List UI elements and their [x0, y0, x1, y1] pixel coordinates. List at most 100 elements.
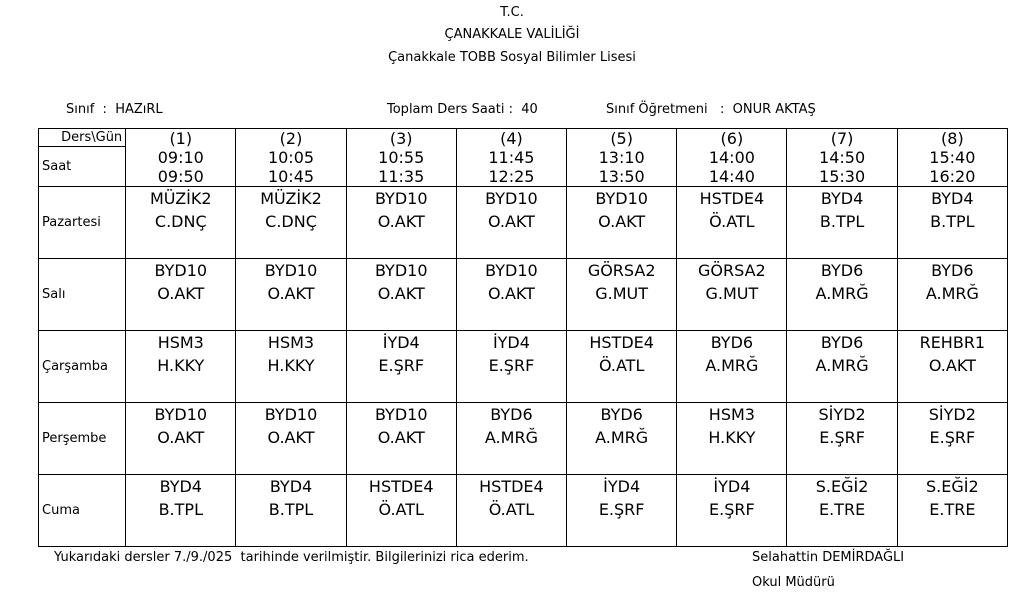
- period-num: (7): [830, 129, 854, 148]
- lesson-code: BYD4: [820, 189, 864, 208]
- lesson-cell: BYD4 B.TPL: [786, 186, 898, 259]
- lesson-cell: İYD4 E.ŞRF: [455, 330, 568, 403]
- lesson-cell: GÖRSA2 G.MUT: [676, 258, 788, 331]
- lesson-cell: MÜZİK2 C.DNÇ: [235, 186, 347, 259]
- period-cell: (6) 14:00 14:40: [676, 128, 788, 187]
- teacher-code: H.KKY: [708, 428, 756, 447]
- lesson-code: BYD10: [264, 405, 318, 424]
- period-start: 09:10: [157, 148, 204, 167]
- lesson-cell: BYD6 A.MRĞ: [896, 258, 1009, 331]
- period-end: 16:20: [929, 167, 976, 186]
- lesson-code: HSTDE4: [589, 333, 654, 352]
- teacher-code: O.AKT: [928, 356, 976, 375]
- lesson-code: HSM3: [708, 405, 755, 424]
- teacher-code: E.ŞRF: [488, 356, 535, 375]
- lesson-cell: HSTDE4 Ö.ATL: [455, 474, 568, 547]
- class-teacher-label: Sınıf Öğretmeni : ONUR AKTAŞ: [606, 102, 816, 117]
- lesson-cell: HSM3 H.KKY: [125, 330, 237, 403]
- period-start: 10:55: [378, 148, 425, 167]
- lesson-cell: BYD10 O.AKT: [455, 258, 568, 331]
- teacher-code: E.ŞRF: [819, 428, 865, 447]
- lesson-cell: BYD10 O.AKT: [125, 258, 237, 331]
- lesson-code: BYD6: [820, 261, 864, 280]
- lesson-code: BYD10: [595, 189, 648, 208]
- total-hours-label: Toplam Ders Saati : 40: [387, 102, 538, 117]
- corner-cell: Ders\Gün: [37, 127, 127, 148]
- day-row: Cuma BYD4 B.TPL BYD4 B.TPL HSTDE4 Ö.ATL HSTDE4 Ö…: [37, 474, 1009, 547]
- lesson-code: SİYD2: [928, 405, 976, 424]
- lesson-cell: BYD10 O.AKT: [345, 402, 457, 475]
- header-tc: T.C.: [500, 5, 524, 20]
- lesson-cell: HSM3 H.KKY: [235, 330, 347, 403]
- lesson-code: BYD10: [154, 405, 208, 424]
- period-cell: (5) 13:10 13:50: [566, 128, 678, 187]
- lesson-cell: BYD6 A.MRĞ: [786, 258, 898, 331]
- teacher-code: Ö.ATL: [598, 356, 645, 375]
- teacher-code: E.ŞRF: [929, 428, 976, 447]
- teacher-code: O.AKT: [377, 428, 425, 447]
- teacher-code: H.KKY: [157, 356, 205, 375]
- period-start: 15:40: [929, 148, 976, 167]
- teacher-code: A.MRĞ: [705, 356, 759, 375]
- footer-note: Yukarıdaki dersler 7./9./025 tarihinde v…: [54, 550, 529, 565]
- period-end: 09:50: [157, 167, 204, 186]
- signer-title: Okul Müdürü: [752, 575, 835, 590]
- lesson-code: BYD10: [374, 261, 428, 280]
- lesson-cell: İYD4 E.ŞRF: [676, 474, 788, 547]
- teacher-code: Ö.ATL: [488, 500, 535, 519]
- lesson-code: GÖRSA2: [698, 261, 766, 280]
- lesson-code: BYD4: [159, 477, 202, 496]
- lesson-code: MÜZİK2: [149, 189, 212, 208]
- lesson-code: BYD10: [154, 261, 208, 280]
- period-start: 11:45: [488, 148, 535, 167]
- teacher-code: O.AKT: [377, 284, 425, 303]
- period-cell: (2) 10:05 10:45: [235, 128, 347, 187]
- lesson-code: HSM3: [157, 333, 204, 352]
- period-num: (8): [941, 129, 964, 148]
- teacher-code: O.AKT: [267, 428, 315, 447]
- lesson-cell: GÖRSA2 G.MUT: [566, 258, 678, 331]
- lesson-code: BYD4: [931, 189, 974, 208]
- header-school-name: Çanakkale TOBB Sosyal Bilimler Lisesi: [388, 50, 636, 65]
- signer-name: Selahattin DEMİRDAĞLI: [752, 550, 905, 565]
- teacher-code: E.ŞRF: [709, 500, 755, 519]
- lesson-code: BYD10: [374, 189, 428, 208]
- lesson-cell: BYD10 O.AKT: [125, 402, 237, 475]
- lesson-cell: İYD4 E.ŞRF: [566, 474, 678, 547]
- day-row: Salı BYD10 O.AKT BYD10 O.AKT BYD10 O.AKT BYD10 O…: [37, 258, 1009, 331]
- lesson-cell: BYD4 B.TPL: [235, 474, 347, 547]
- period-cell: (7) 14:50 15:30: [786, 128, 898, 187]
- teacher-code: G.MUT: [595, 284, 649, 303]
- period-end: 12:25: [488, 167, 535, 186]
- period-num: (2): [279, 129, 303, 148]
- teacher-code: C.DNÇ: [265, 212, 317, 231]
- lesson-code: BYD10: [485, 261, 538, 280]
- lesson-code: MÜZİK2: [260, 189, 322, 208]
- lesson-cell: SİYD2 E.ŞRF: [786, 402, 898, 475]
- timetable: Ders\Gün (1) 09:10 09:50 (2) 10:05 10:45 (3) 10:…: [37, 127, 1009, 547]
- lesson-cell: BYD6 A.MRĞ: [786, 330, 898, 403]
- lesson-code: BYD10: [264, 261, 318, 280]
- period-cell: (1) 09:10 09:50: [125, 128, 237, 187]
- period-num: (6): [720, 129, 744, 148]
- lesson-code: S.EĞİ2: [815, 477, 869, 496]
- day-name: Salı: [37, 258, 127, 331]
- lesson-code: BYD10: [485, 189, 538, 208]
- period-cell: (3) 10:55 11:35: [345, 128, 457, 187]
- lesson-code: İYD4: [492, 333, 530, 352]
- period-end: 11:35: [378, 167, 425, 186]
- lesson-code: HSTDE4: [699, 189, 765, 208]
- period-num: (4): [500, 129, 523, 148]
- lesson-cell: BYD10 O.AKT: [345, 258, 457, 331]
- teacher-code: O.AKT: [267, 284, 315, 303]
- lesson-code: İYD4: [603, 477, 641, 496]
- lesson-code: İYD4: [382, 333, 420, 352]
- lesson-code: BYD4: [269, 477, 313, 496]
- period-end: 15:30: [819, 167, 866, 186]
- lesson-cell: BYD4 B.TPL: [125, 474, 237, 547]
- lesson-cell: BYD10 O.AKT: [566, 186, 678, 259]
- lesson-cell: İYD4 E.ŞRF: [345, 330, 457, 403]
- day-row: Çarşamba HSM3 H.KKY HSM3 H.KKY İYD4 E.ŞRF İYD4 E…: [37, 330, 1009, 403]
- teacher-code: O.AKT: [487, 212, 535, 231]
- lesson-code: HSM3: [267, 333, 315, 352]
